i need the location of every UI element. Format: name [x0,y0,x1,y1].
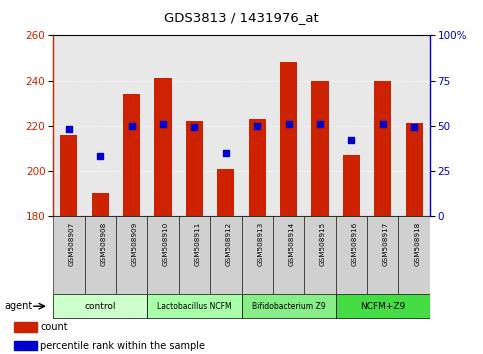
Text: GSM508915: GSM508915 [320,222,326,267]
Point [97,154,104,159]
Point [285,121,293,127]
Point [253,123,261,129]
Bar [367,216,398,294]
Text: GSM508916: GSM508916 [352,222,357,267]
Text: GDS3813 / 1431976_at: GDS3813 / 1431976_at [164,11,319,24]
Text: count: count [40,322,68,332]
Bar [374,80,391,216]
Bar [147,216,179,294]
Bar [123,94,140,216]
Bar [336,294,430,318]
Text: agent: agent [4,301,32,311]
Point [348,137,355,143]
Bar [398,216,430,294]
Text: GSM508912: GSM508912 [226,222,232,267]
Point [379,121,387,127]
Text: control: control [85,302,116,311]
Bar [336,216,367,294]
Text: GSM508911: GSM508911 [194,222,200,267]
Text: GSM508918: GSM508918 [414,222,420,267]
Bar [312,80,328,216]
Text: GSM508913: GSM508913 [257,222,263,267]
Bar [343,155,360,216]
Bar [217,169,234,216]
Bar [273,216,304,294]
Bar [53,294,147,318]
Bar [280,62,297,216]
Point [191,125,199,130]
Text: GSM508908: GSM508908 [100,222,106,267]
Bar [210,216,242,294]
Text: GSM508910: GSM508910 [163,222,169,267]
Bar [92,193,109,216]
Bar [116,216,147,294]
Text: GSM508907: GSM508907 [69,222,75,267]
Text: Bifidobacterium Z9: Bifidobacterium Z9 [252,302,326,311]
Bar [304,216,336,294]
Text: NCFM+Z9: NCFM+Z9 [360,302,405,311]
Text: GSM508909: GSM508909 [131,222,138,267]
Bar [85,216,116,294]
Point [411,125,418,130]
Text: percentile rank within the sample: percentile rank within the sample [40,341,205,350]
Bar [147,294,242,318]
Bar [242,216,273,294]
Bar [406,124,423,216]
Point [159,121,167,127]
Text: GSM508917: GSM508917 [383,222,389,267]
Bar [186,121,203,216]
Bar [14,341,37,350]
Bar [60,135,77,216]
Bar [242,294,336,318]
Bar [14,322,37,332]
Point [316,121,324,127]
Bar [179,216,210,294]
Bar [249,119,266,216]
Bar [155,78,171,216]
Point [128,123,135,129]
Point [222,150,230,155]
Point [65,126,73,132]
Text: GSM508914: GSM508914 [289,222,295,267]
Text: Lactobacillus NCFM: Lactobacillus NCFM [157,302,232,311]
Bar [53,216,85,294]
